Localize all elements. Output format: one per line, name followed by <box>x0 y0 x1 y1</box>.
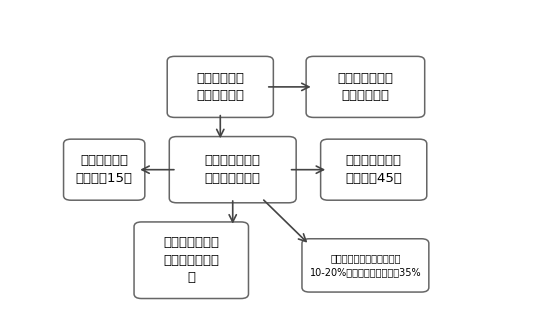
Text: 饲料原料进行
干燥通风储藏: 饲料原料进行 干燥通风储藏 <box>196 72 244 102</box>
Text: 育成期间青饲料的添加比例
10-20%豆科植物占比不超过35%: 育成期间青饲料的添加比例 10-20%豆科植物占比不超过35% <box>310 254 421 277</box>
Text: 夏季营养沙的
保质期为15天: 夏季营养沙的 保质期为15天 <box>75 155 133 185</box>
FancyBboxPatch shape <box>64 139 145 200</box>
FancyBboxPatch shape <box>169 136 296 203</box>
Text: 调配物料需在前
三天进行报备: 调配物料需在前 三天进行报备 <box>338 72 393 102</box>
FancyBboxPatch shape <box>320 139 427 200</box>
FancyBboxPatch shape <box>134 222 248 298</box>
Text: 夏季粉碎原料的
保质期为45天: 夏季粉碎原料的 保质期为45天 <box>345 155 402 185</box>
FancyBboxPatch shape <box>302 239 429 292</box>
Text: 将饲料粉碎并进
行定时定点定量: 将饲料粉碎并进 行定时定点定量 <box>205 155 261 185</box>
FancyBboxPatch shape <box>167 56 273 117</box>
FancyBboxPatch shape <box>306 56 425 117</box>
Text: 添加饲料保证投
喂二至三小时吃
完: 添加饲料保证投 喂二至三小时吃 完 <box>163 236 219 284</box>
